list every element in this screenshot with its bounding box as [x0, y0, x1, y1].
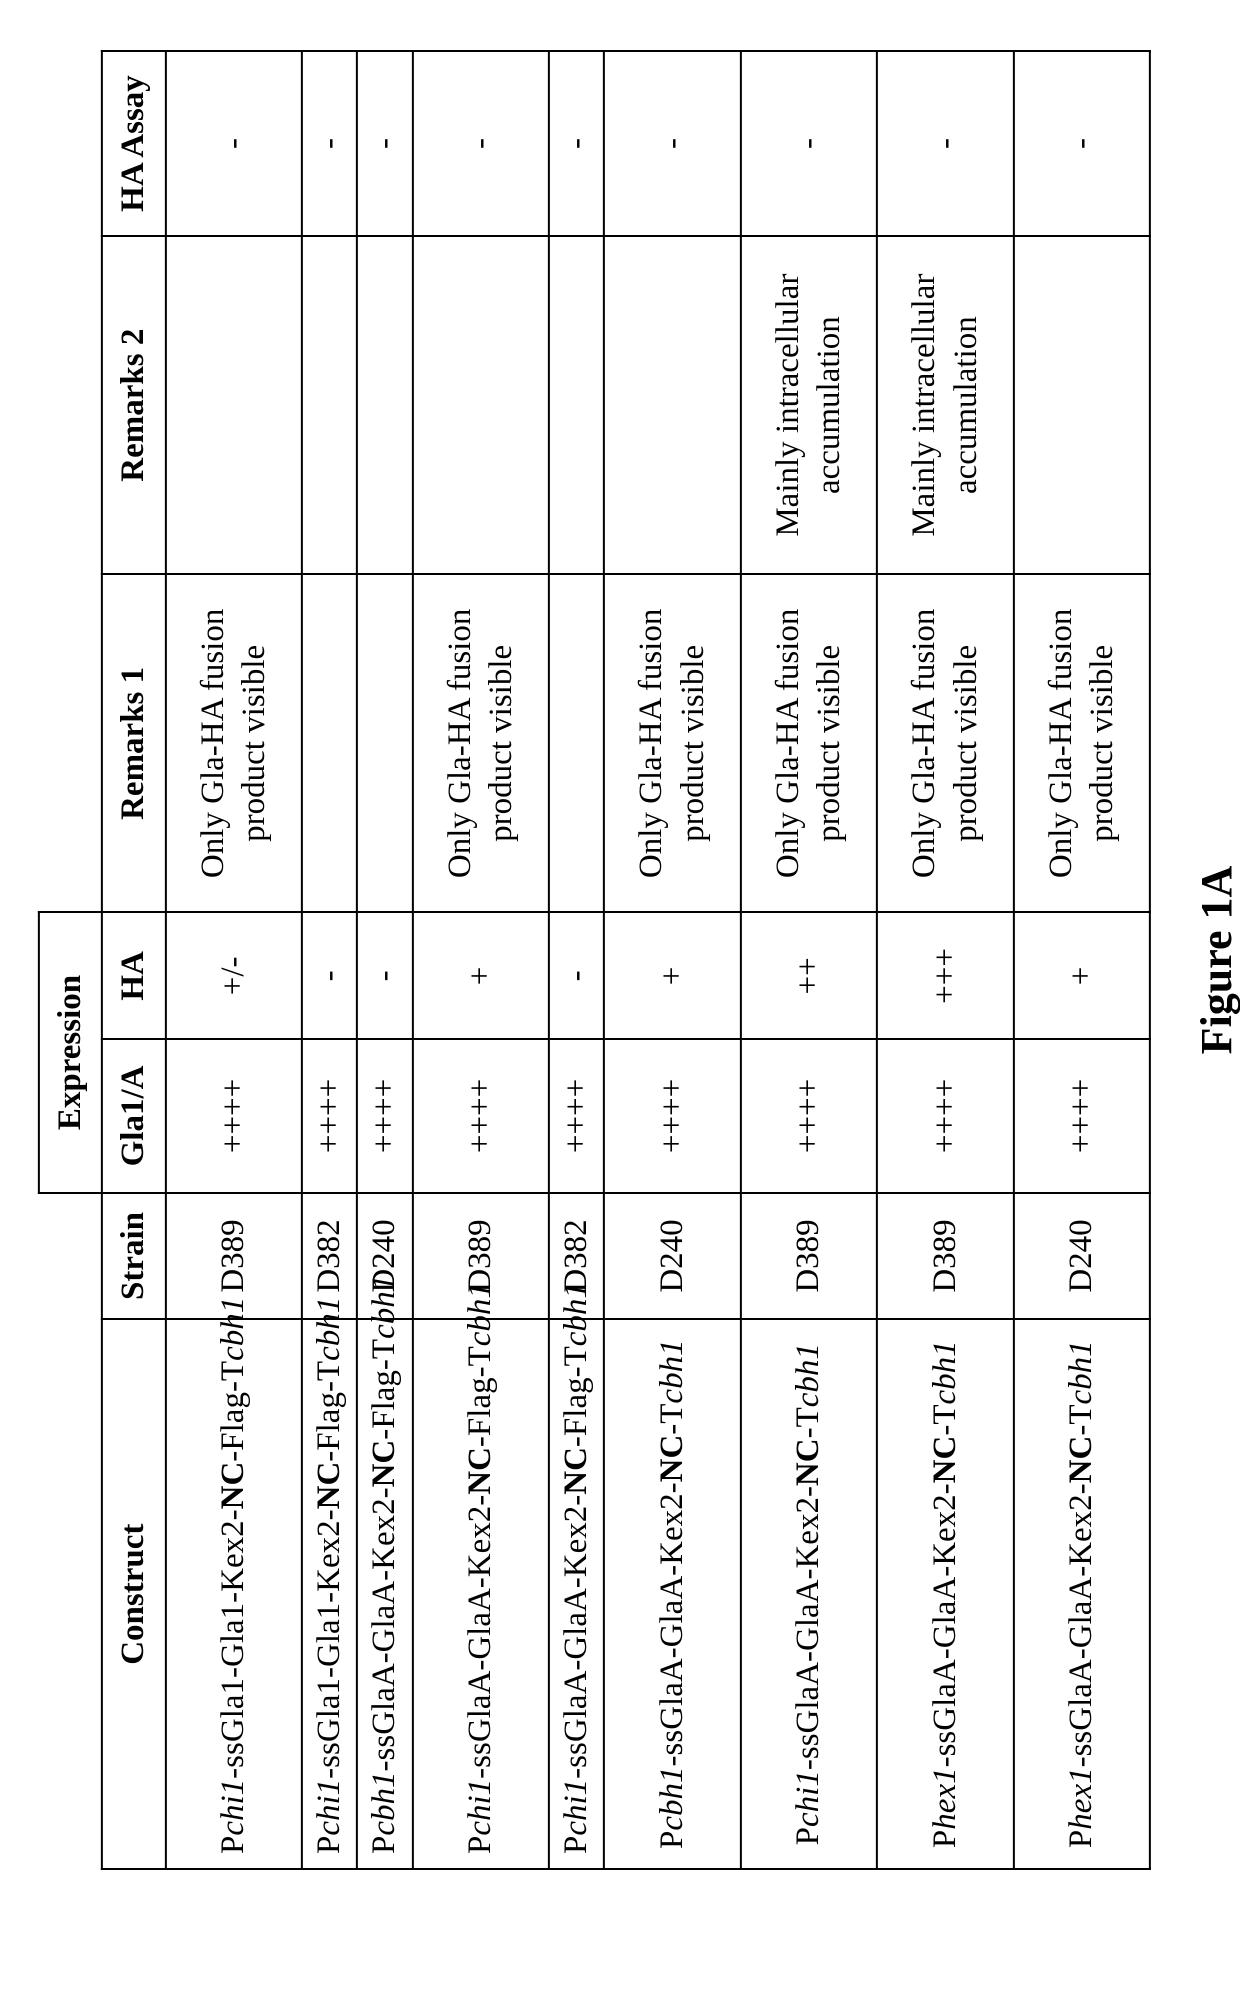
table-row: Phex1-ssGlaA-GlaA-Kex2-NC-Tcbh1D240+++++…: [1014, 51, 1151, 1869]
header-blank-left: [39, 1193, 102, 1869]
cell-gla: ++++: [357, 1039, 412, 1192]
cell-assay: -: [877, 51, 1014, 236]
cell-remarks1: Only Gla-HA fusion product visible: [741, 574, 878, 912]
cell-construct: Pchi1-ssGlaA-GlaA-Kex2-NC-Flag-Tcbh1: [549, 1319, 604, 1869]
cell-construct: Pchi1-ssGlaA-GlaA-Kex2-NC-Tcbh1: [741, 1319, 878, 1869]
cell-ha: +: [604, 912, 741, 1039]
figure-caption: Figure 1A: [1191, 50, 1240, 1870]
col-assay: HA Assay: [102, 51, 165, 236]
header-row-spanner: Expression: [39, 51, 102, 1869]
table-row: Pchi1-ssGlaA-GlaA-Kex2-NC-Tcbh1D389+++++…: [741, 51, 878, 1869]
cell-remarks2: Mainly intracellular accumulation: [877, 236, 1014, 574]
cell-assay: -: [1014, 51, 1151, 236]
cell-strain: D240: [604, 1193, 741, 1320]
cell-strain: D389: [741, 1193, 878, 1320]
expression-table: Expression Construct Strain Gla1/A HA Re…: [38, 50, 1151, 1870]
col-construct: Construct: [102, 1319, 165, 1869]
col-gla: Gla1/A: [102, 1039, 165, 1192]
cell-ha: -: [302, 912, 357, 1039]
table-row: Phex1-ssGlaA-GlaA-Kex2-NC-Tcbh1D389+++++…: [877, 51, 1014, 1869]
cell-ha: ++: [741, 912, 878, 1039]
col-remarks1: Remarks 1: [102, 574, 165, 912]
table-row: Pchi1-ssGla1-Gla1-Kex2-NC-Flag-Tcbh1D389…: [165, 51, 302, 1869]
cell-assay: -: [357, 51, 412, 236]
cell-remarks2: [165, 236, 302, 574]
cell-gla: ++++: [1014, 1039, 1151, 1192]
cell-ha: +: [1014, 912, 1151, 1039]
cell-construct: Pcbh1-ssGlaA-GlaA-Kex2-NC-Tcbh1: [604, 1319, 741, 1869]
cell-remarks1: Only Gla-HA fusion product visible: [877, 574, 1014, 912]
table-row: Pcbh1-ssGlaA-GlaA-Kex2-NC-Flag-Tcbh1D240…: [357, 51, 412, 1869]
cell-gla: ++++: [412, 1039, 549, 1192]
table-head: Expression Construct Strain Gla1/A HA Re…: [39, 51, 166, 1869]
cell-remarks1: [302, 574, 357, 912]
col-ha: HA: [102, 912, 165, 1039]
cell-assay: -: [412, 51, 549, 236]
cell-gla: ++++: [877, 1039, 1014, 1192]
table-body: Pchi1-ssGla1-Gla1-Kex2-NC-Flag-Tcbh1 D389…: [165, 51, 1150, 1869]
cell-assay: -: [549, 51, 604, 236]
cell-remarks2: [1014, 236, 1151, 574]
cell-remarks1: Only Gla-HA fusion product visible: [1014, 574, 1151, 912]
cell-remarks1: Only Gla-HA fusion product visible: [412, 574, 549, 912]
cell-remarks1: [357, 574, 412, 912]
table-row: Pchi1-ssGlaA-GlaA-Kex2-NC-Flag-Tcbh1D382…: [549, 51, 604, 1869]
page: Expression Construct Strain Gla1/A HA Re…: [0, 0, 1240, 2016]
cell-remarks2: [302, 236, 357, 574]
table-row: Pchi1-ssGla1-Gla1-Kex2-NC-Flag-Tcbh1D382…: [302, 51, 357, 1869]
cell-ha: +++: [877, 912, 1014, 1039]
cell-ha: +/-: [165, 912, 302, 1039]
cell-construct: Phex1-ssGlaA-GlaA-Kex2-NC-Tcbh1: [1014, 1319, 1151, 1869]
cell-gla: ++++: [549, 1039, 604, 1192]
header-expression-spanner: Expression: [39, 912, 102, 1192]
cell-strain: D389: [877, 1193, 1014, 1320]
cell-remarks2: [604, 236, 741, 574]
header-row-cols: Construct Strain Gla1/A HA Remarks 1 Rem…: [102, 51, 165, 1869]
cell-gla: ++++: [604, 1039, 741, 1192]
cell-assay: -: [165, 51, 302, 236]
cell-construct: Pchi1-ssGlaA-GlaA-Kex2-NC-Flag-Tcbh1: [412, 1319, 549, 1869]
cell-gla: ++++: [302, 1039, 357, 1192]
cell-gla: ++++: [165, 1039, 302, 1192]
cell-remarks1: Only Gla-HA fusion product visible: [165, 574, 302, 912]
cell-remarks1: Only Gla-HA fusion product visible: [604, 574, 741, 912]
cell-ha: +: [412, 912, 549, 1039]
table-wrapper: Expression Construct Strain Gla1/A HA Re…: [38, 50, 1240, 1870]
cell-remarks2: [412, 236, 549, 574]
table-row: Pcbh1-ssGlaA-GlaA-Kex2-NC-Tcbh1D240+++++…: [604, 51, 741, 1869]
cell-assay: -: [302, 51, 357, 236]
cell-ha: -: [357, 912, 412, 1039]
col-strain: Strain: [102, 1193, 165, 1320]
cell-construct: Pchi1-ssGla1-Gla1-Kex2-NC-Flag-Tcbh1: [165, 1319, 302, 1869]
cell-remarks2: [549, 236, 604, 574]
cell-gla: ++++: [741, 1039, 878, 1192]
cell-remarks2: Mainly intracellular accumulation: [741, 236, 878, 574]
cell-ha: -: [549, 912, 604, 1039]
header-blank-right: [39, 51, 102, 912]
table-row: Pchi1-ssGlaA-GlaA-Kex2-NC-Flag-Tcbh1D389…: [412, 51, 549, 1869]
cell-construct: Pchi1-ssGla1-Gla1-Kex2-NC-Flag-Tcbh1: [302, 1319, 357, 1869]
cell-assay: -: [741, 51, 878, 236]
cell-strain: D240: [1014, 1193, 1151, 1320]
cell-remarks1: [549, 574, 604, 912]
cell-construct: Phex1-ssGlaA-GlaA-Kex2-NC-Tcbh1: [877, 1319, 1014, 1869]
cell-assay: -: [604, 51, 741, 236]
col-remarks2: Remarks 2: [102, 236, 165, 574]
cell-remarks2: [357, 236, 412, 574]
rotated-stage: Expression Construct Strain Gla1/A HA Re…: [38, 50, 1240, 1870]
cell-construct: Pcbh1-ssGlaA-GlaA-Kex2-NC-Flag-Tcbh1: [357, 1319, 412, 1869]
